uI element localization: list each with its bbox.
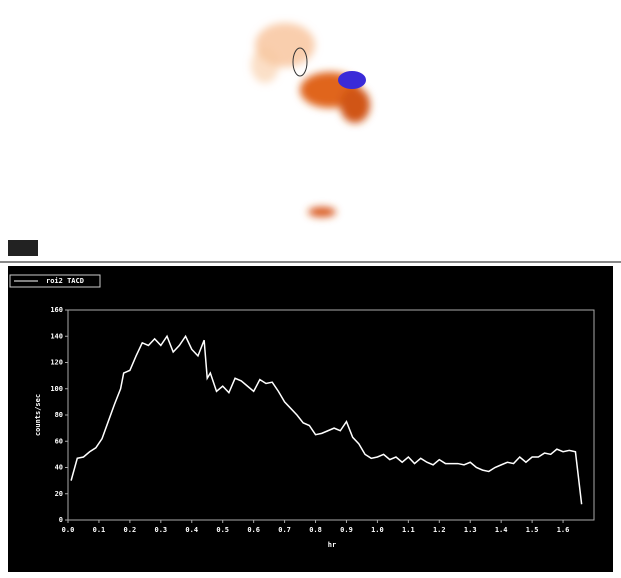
x-tick-label: 1.3: [464, 526, 477, 534]
x-tick-label: 0.6: [247, 526, 260, 534]
organ: [251, 47, 279, 83]
page: {"chart_data":{"type":"line","legend_lab…: [0, 0, 621, 574]
x-tick-label: 1.5: [526, 526, 539, 534]
x-tick-label: 1.4: [495, 526, 508, 534]
x-tick-label: 1.1: [402, 526, 415, 534]
x-tick-label: 0.8: [309, 526, 322, 534]
y-tick-label: 20: [55, 490, 63, 498]
scan-image: [251, 23, 370, 217]
legend-label: roi2 TACD: [46, 277, 84, 285]
y-axis-label: counts/sec: [34, 394, 42, 436]
hotspot: [338, 71, 366, 89]
y-tick-label: 60: [55, 437, 63, 445]
y-tick-label: 140: [50, 332, 63, 340]
x-tick-label: 0.9: [340, 526, 353, 534]
x-tick-label: 0.4: [185, 526, 198, 534]
x-tick-label: 0.7: [278, 526, 291, 534]
x-tick-label: 1.6: [557, 526, 570, 534]
x-tick-label: 0.0: [62, 526, 75, 534]
x-tick-label: 0.3: [154, 526, 167, 534]
y-tick-label: 100: [50, 385, 63, 393]
x-tick-label: 1.2: [433, 526, 446, 534]
y-tick-label: 40: [55, 464, 63, 472]
icon: [8, 240, 38, 256]
y-tick-label: 120: [50, 359, 63, 367]
x-axis-label: hr: [328, 541, 336, 549]
x-tick-label: 1.0: [371, 526, 384, 534]
y-tick-label: 80: [55, 411, 63, 419]
y-tick-label: 160: [50, 306, 63, 314]
y-tick-label: 0: [59, 516, 63, 524]
screen: roi2 TACD hr counts/sec 0 20 40 60 80 100 120 1…: [0, 0, 621, 574]
organ: [308, 207, 336, 217]
x-tick-label: 0.5: [216, 526, 229, 534]
x-tick-label: 0.1: [93, 526, 106, 534]
x-tick-label: 0.2: [124, 526, 137, 534]
organ: [340, 87, 370, 123]
